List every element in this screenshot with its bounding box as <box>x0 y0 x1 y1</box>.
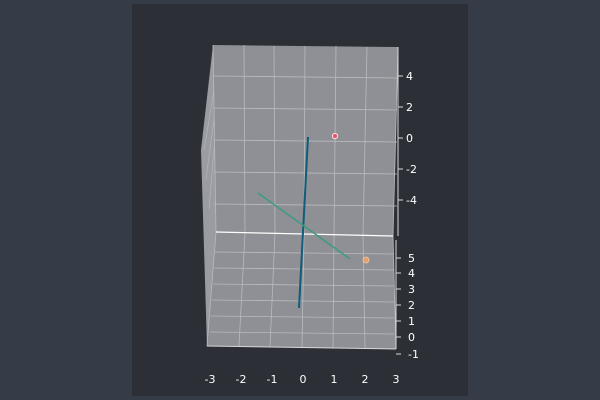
floor-pane <box>207 232 396 349</box>
tick-labels: -3 -2 -1 0 1 2 3 -1 0 1 2 3 4 5 -4 -2 0 2 4 <box>205 70 419 386</box>
scatter-point <box>331 132 339 140</box>
grid-line <box>213 139 398 143</box>
y-tick-label: -1 <box>408 348 419 361</box>
x-tick-label: 2 <box>362 373 369 386</box>
grid-line <box>362 46 368 236</box>
x-tick-label: 3 <box>393 373 400 386</box>
data-marks <box>257 132 370 309</box>
z-tick-label: -2 <box>406 163 417 176</box>
y-tick-label: 4 <box>408 267 415 280</box>
z-tick-label: 2 <box>406 101 413 114</box>
grid-line <box>269 232 276 348</box>
y-tick-label: 2 <box>408 299 415 312</box>
grid-line <box>332 234 335 349</box>
grid-line <box>210 315 395 319</box>
grid-line <box>212 44 217 233</box>
x-tick-label: -1 <box>267 373 278 386</box>
grid-line <box>213 267 395 271</box>
grid-line <box>206 231 217 347</box>
x-tick-label: -2 <box>236 373 247 386</box>
grid-line <box>213 203 398 207</box>
figure: -3 -2 -1 0 1 2 3 -1 0 1 2 3 4 5 -4 -2 0 2 4 <box>132 4 468 396</box>
axes-frame <box>206 47 399 350</box>
y-tick-label: 1 <box>408 315 415 328</box>
grid-line <box>208 148 215 210</box>
series-line <box>257 192 351 260</box>
grid-line <box>213 107 398 111</box>
y-tick-label: 3 <box>408 283 415 296</box>
y-tick-label: 0 <box>408 331 415 344</box>
z-tick-label: 4 <box>406 70 413 83</box>
scatter-point <box>362 256 370 264</box>
grid-line <box>209 331 395 335</box>
grid-line <box>205 118 215 180</box>
grid-line <box>203 89 215 151</box>
x-tick-label: -3 <box>205 373 216 386</box>
chart-3d: -3 -2 -1 0 1 2 3 -1 0 1 2 3 4 5 -4 -2 0 2 4 <box>201 44 419 386</box>
grid-lines <box>203 44 399 350</box>
z-tick-label: -4 <box>406 194 417 207</box>
y-tick-label: 5 <box>408 252 415 265</box>
grid-line <box>273 45 276 234</box>
x-tick-label: 0 <box>300 373 307 386</box>
x-tick-label: 1 <box>331 373 338 386</box>
grid-line <box>212 283 395 287</box>
grid-line <box>238 232 246 347</box>
z-tick-label: 0 <box>406 132 413 145</box>
pane-edge <box>215 231 394 237</box>
series-line <box>298 136 309 309</box>
grid-line <box>392 46 399 237</box>
grid-line <box>214 251 395 255</box>
x-axis-line <box>206 345 397 350</box>
grid-line <box>211 299 395 303</box>
back-pane <box>213 45 398 236</box>
grid-line <box>213 75 398 79</box>
side-pane <box>201 45 216 346</box>
